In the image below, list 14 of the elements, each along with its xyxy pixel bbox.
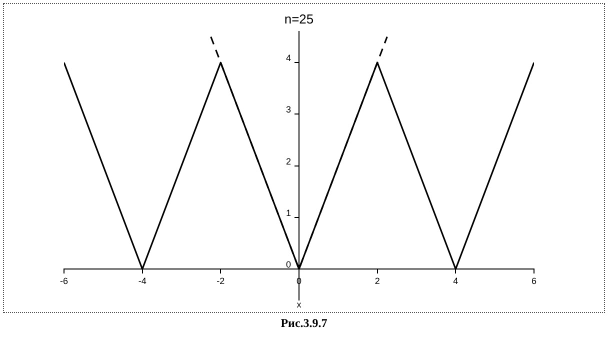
chart-title: n=25 — [284, 11, 314, 26]
y-tick-label: 4 — [286, 53, 291, 64]
x-tick-label: 4 — [453, 276, 458, 286]
x-tick-label: -6 — [60, 276, 68, 286]
text: Рис.3.9.7 — [280, 316, 328, 331]
x-tick-label: 6 — [531, 276, 537, 286]
y-tick-label: 0 — [286, 260, 291, 270]
y-tick-label: 2 — [286, 156, 291, 166]
x-axis-title: x — [296, 300, 302, 310]
x-tick-label: 2 — [374, 276, 380, 286]
x-tick-label: -4 — [138, 276, 146, 286]
y-tick-label: 3 — [286, 104, 291, 115]
x-tick-label: -2 — [216, 276, 225, 286]
y-tick-label: 1 — [286, 208, 291, 218]
